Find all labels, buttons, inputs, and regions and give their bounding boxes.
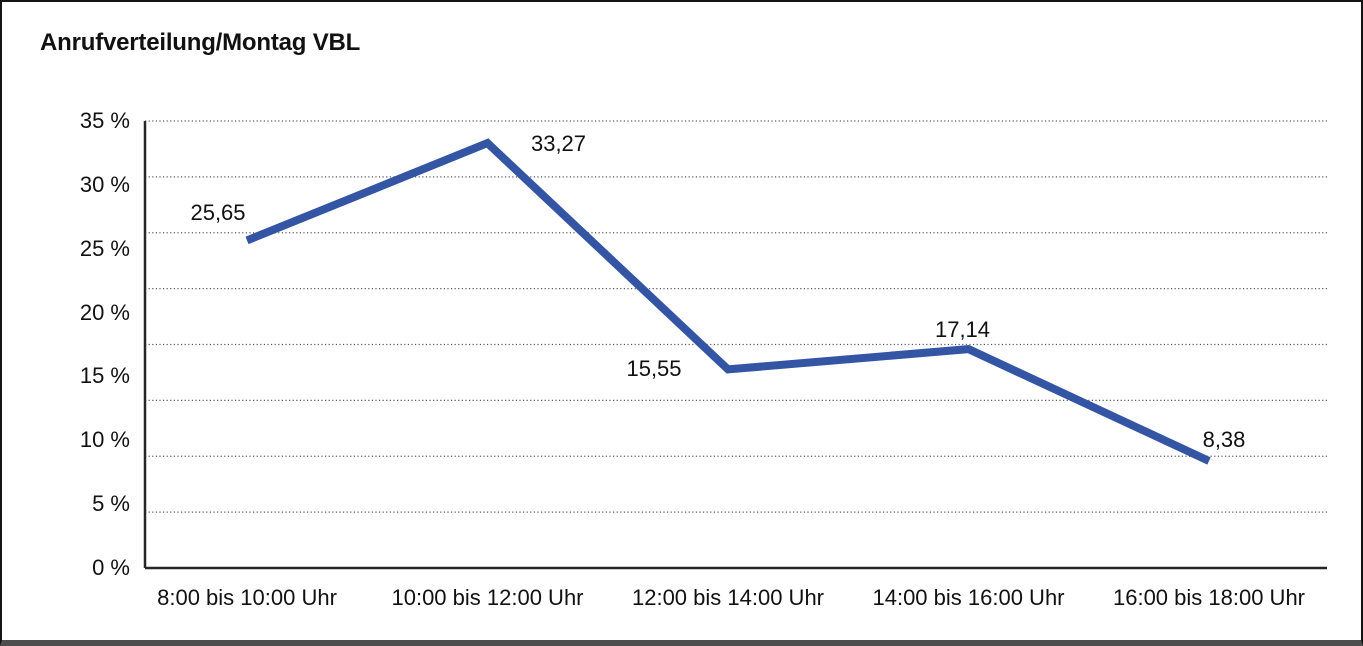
data-point-value-label: 8,38 (1202, 426, 1246, 452)
data-point-value-label: 15,55 (626, 356, 682, 382)
x-axis-category-label: 8:00 bis 10:00 Uhr (157, 585, 337, 610)
data-point-value-label: 17,14 (934, 317, 991, 343)
y-axis-tick-label: 20 % (79, 299, 130, 325)
y-axis-tick-label: 5 % (92, 491, 130, 517)
x-axis-category-label: 16:00 bis 18:00 Uhr (1112, 585, 1306, 610)
y-axis-tick-label: 30 % (79, 171, 130, 197)
y-axis-tick-label: 25 % (79, 235, 130, 261)
y-axis-tick-label: 15 % (79, 363, 130, 389)
x-axis-category-label: 14:00 bis 16:00 Uhr (872, 585, 1065, 610)
y-axis-tick-label: 10 % (79, 427, 130, 453)
x-axis-category-label: 12:00 bis 14:00 Uhr (631, 585, 825, 610)
data-line (245, 138, 1211, 465)
y-axis-tick-label: 35 % (79, 108, 130, 133)
x-axis-category-label: 10:00 bis 12:00 Uhr (391, 585, 584, 610)
data-point-value-label: 33,27 (530, 131, 587, 157)
chart-title: Anrufverteilung/Montag VBL (40, 29, 361, 56)
data-point-value-label: 25,65 (190, 200, 246, 226)
y-axis-tick-label: 0 % (92, 555, 130, 580)
